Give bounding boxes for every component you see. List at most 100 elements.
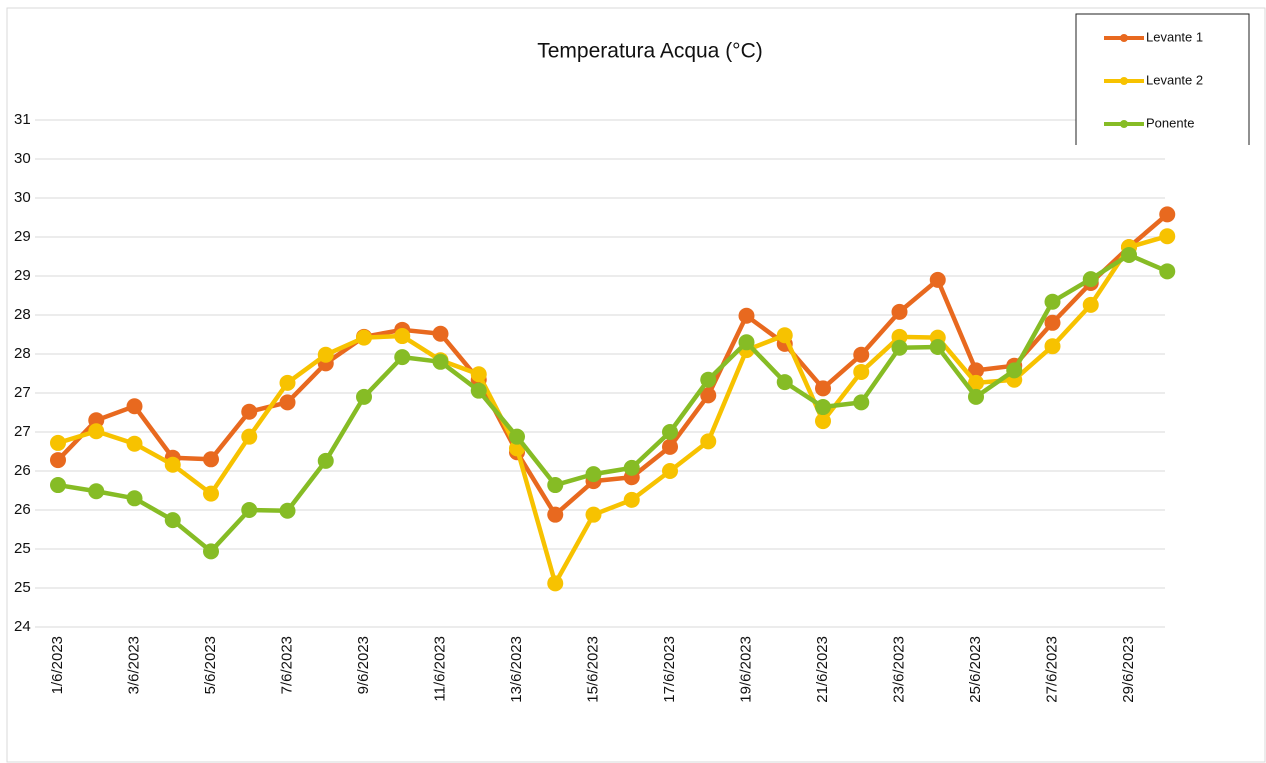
data-point	[776, 374, 793, 391]
data-point	[585, 466, 602, 483]
data-point	[241, 502, 258, 518]
data-point	[968, 374, 984, 391]
x-tick-label: 29/6/2023	[1120, 636, 1137, 703]
series-line	[57, 234, 1168, 586]
data-point	[891, 339, 908, 356]
data-point	[623, 459, 640, 476]
y-tick-label: 29	[14, 267, 31, 284]
data-point	[126, 398, 143, 415]
y-tick-label: 26	[14, 501, 31, 518]
grid: 24 25 25 26 26 27 27 28 28 29 29 30 30 31	[14, 111, 1165, 635]
y-tick-label: 24	[14, 618, 31, 635]
data-point	[853, 346, 870, 363]
legend-frame	[1075, 13, 1250, 145]
data-point	[203, 543, 219, 560]
legend-marker	[1120, 120, 1128, 128]
data-point	[968, 362, 984, 379]
data-point	[164, 456, 181, 473]
data-point	[547, 506, 564, 523]
x-tick-label: 25/6/2023	[967, 636, 984, 703]
data-point	[623, 491, 640, 508]
data-point	[241, 403, 258, 420]
data-point	[738, 334, 755, 351]
data-point	[700, 387, 717, 404]
data-point	[662, 463, 678, 479]
data-point	[126, 435, 143, 452]
y-tick-label: 28	[14, 306, 31, 323]
y-tick-label: 26	[14, 462, 31, 479]
data-point	[394, 349, 411, 366]
legend-label: Levante 2	[1146, 72, 1203, 87]
y-tick-label: 25	[14, 579, 31, 596]
x-tick-label: 13/6/2023	[508, 636, 525, 703]
data-point	[1121, 246, 1137, 263]
y-tick-label: 28	[14, 345, 31, 362]
data-point	[432, 325, 449, 342]
data-point	[317, 346, 334, 363]
y-tick-label: 30	[14, 150, 31, 167]
data-point	[547, 575, 564, 592]
data-point	[700, 371, 717, 388]
data-point	[203, 451, 219, 468]
data-point	[1159, 228, 1176, 245]
data-point	[929, 271, 946, 288]
x-tick-label: 27/6/2023	[1043, 636, 1060, 703]
data-point	[317, 452, 334, 469]
data-point	[585, 506, 602, 523]
legend-marker	[1120, 34, 1128, 42]
data-point	[203, 485, 219, 502]
data-point	[815, 413, 831, 430]
data-point	[1044, 293, 1061, 310]
data-point	[164, 512, 181, 529]
data-point	[738, 307, 755, 324]
y-tick-label: 30	[14, 189, 31, 206]
data-point	[279, 374, 296, 391]
x-tick-label: 17/6/2023	[661, 636, 678, 703]
y-tick-label: 27	[14, 423, 31, 440]
chart-frame	[6, 7, 1266, 763]
data-point	[1082, 271, 1099, 288]
data-point	[50, 434, 66, 451]
y-tick-label: 31	[14, 111, 31, 128]
data-point	[776, 327, 793, 344]
data-point	[241, 428, 258, 445]
data-point	[356, 388, 372, 405]
data-point	[1044, 338, 1061, 355]
data-point	[50, 452, 66, 469]
x-tick-label: 9/6/2023	[355, 636, 372, 694]
data-point	[891, 303, 908, 320]
data-point	[929, 338, 946, 355]
x-tick-label: 11/6/2023	[431, 636, 448, 702]
data-point	[1159, 206, 1176, 223]
y-tick-label: 27	[14, 384, 31, 401]
x-tick-label: 21/6/2023	[814, 636, 831, 703]
data-point	[279, 502, 296, 519]
data-point	[88, 423, 105, 440]
chart-title: Temperatura Acqua (°C)	[537, 40, 763, 63]
data-point	[470, 382, 487, 399]
data-point	[700, 433, 717, 450]
data-point	[968, 388, 984, 405]
x-tick-label: 1/6/2023	[49, 636, 66, 694]
data-point	[470, 366, 487, 383]
data-point	[50, 477, 66, 494]
data-point	[815, 380, 831, 397]
data-point	[853, 394, 870, 411]
x-tick-label: 23/6/2023	[890, 636, 907, 703]
data-point	[1082, 296, 1099, 313]
x-tick-label: 19/6/2023	[737, 636, 754, 703]
x-tick-label: 5/6/2023	[202, 636, 219, 694]
data-point	[279, 394, 296, 411]
y-tick-label: 25	[14, 540, 31, 557]
data-point	[1044, 314, 1061, 331]
data-point	[547, 477, 564, 494]
data-point	[662, 424, 678, 440]
data-point	[662, 438, 678, 455]
data-point	[432, 353, 449, 370]
data-point	[1006, 362, 1023, 379]
data-point	[853, 363, 870, 380]
data-point	[356, 329, 372, 346]
legend-label: Levante 1	[1146, 29, 1203, 44]
x-tick-label: 7/6/2023	[278, 636, 295, 694]
data-point	[815, 399, 831, 416]
